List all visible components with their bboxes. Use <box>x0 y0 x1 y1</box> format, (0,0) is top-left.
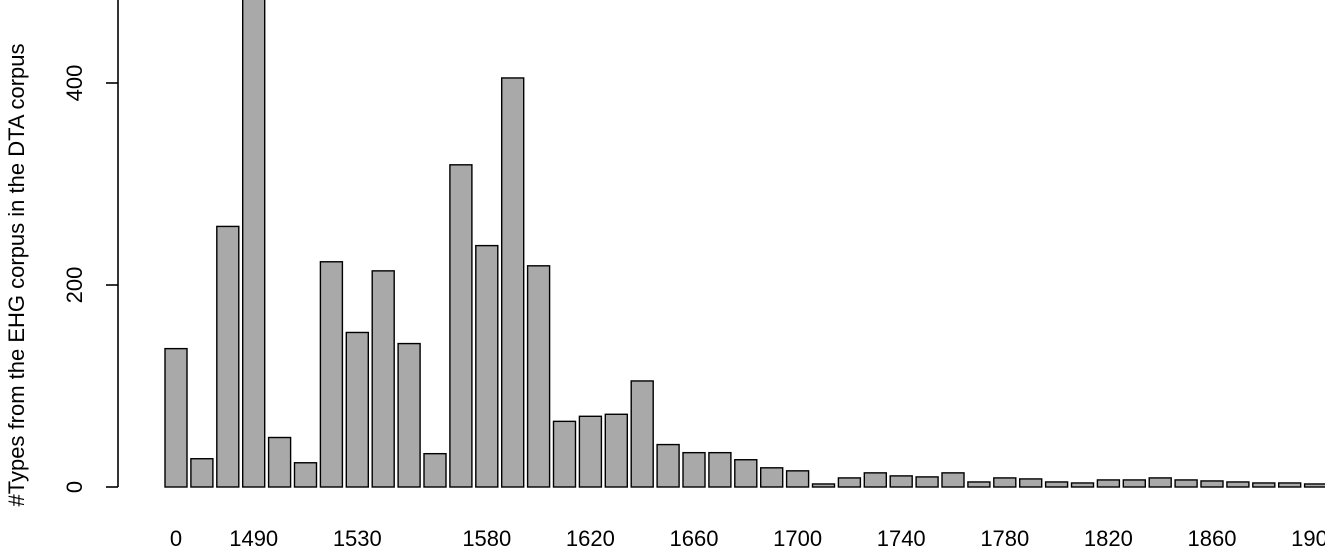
y-axis: 0200400600800 <box>62 0 119 493</box>
bar-1850 <box>1174 479 1198 488</box>
bar-1800 <box>1044 481 1069 488</box>
bar-1500 <box>267 436 292 488</box>
bar-1840 <box>1148 477 1172 488</box>
x-tick-label: 1860 <box>1188 526 1237 551</box>
bar-1790 <box>1019 478 1043 488</box>
x-tick-label: 1780 <box>980 526 1029 551</box>
bar-1540 <box>371 270 395 488</box>
x-tick-label: 1490 <box>229 526 278 551</box>
bar-1490 <box>241 0 266 488</box>
bar-1590 <box>501 77 525 488</box>
bar-1750 <box>915 476 939 488</box>
bar-1860 <box>1200 480 1224 488</box>
y-axis-title: #Types from the EHG corpus in the DTA co… <box>4 43 29 506</box>
bar-1700 <box>785 470 810 488</box>
bar-1890 <box>1277 482 1302 488</box>
x-axis-labels: 0 1490 1530 1580 1620 1660 1700 1740 1780 1820 186… <box>170 526 1325 551</box>
bar-1470 <box>190 458 214 488</box>
bar-1630 <box>604 413 628 488</box>
bar-1530 <box>345 331 369 488</box>
bar-1770 <box>967 481 991 488</box>
bar-1710 <box>811 483 836 488</box>
bar-1670 <box>708 451 732 488</box>
bar-1720 <box>837 477 862 488</box>
bar-1550 <box>397 342 421 488</box>
x-tick-label: 1660 <box>670 526 719 551</box>
bar-1580 <box>475 244 499 488</box>
bar-1870 <box>1226 481 1250 488</box>
bar-1570 <box>449 164 473 488</box>
x-tick-label: 1620 <box>566 526 615 551</box>
bar-1620 <box>578 415 603 488</box>
bar-1520 <box>319 261 344 488</box>
bar-1760 <box>941 472 965 488</box>
bar-1690 <box>760 467 784 488</box>
bars <box>164 0 1325 488</box>
y-tick-label: 400 <box>62 65 87 102</box>
bar-1610 <box>552 420 577 488</box>
bar-1810 <box>1070 482 1095 488</box>
bar-0 <box>164 347 188 488</box>
bar-1820 <box>1096 479 1121 488</box>
bar-1650 <box>656 443 680 488</box>
bar-1680 <box>734 459 758 488</box>
bar-1880 <box>1252 482 1276 488</box>
x-tick-label: 1820 <box>1084 526 1133 551</box>
x-tick-label: 1580 <box>462 526 511 551</box>
bar-1900 <box>1303 483 1325 488</box>
x-tick-label: 1700 <box>773 526 822 551</box>
bar-1730 <box>863 472 887 488</box>
x-tick-label: 1740 <box>877 526 926 551</box>
bar-1600 <box>526 265 551 488</box>
bar-1510 <box>293 462 318 488</box>
bar-1830 <box>1122 479 1147 488</box>
bar-1640 <box>630 380 654 488</box>
bar-1740 <box>889 475 913 488</box>
x-tick-label: 1900 <box>1291 526 1325 551</box>
bar-1660 <box>682 451 706 488</box>
y-tick-label: 0 <box>62 481 87 493</box>
bar-1780 <box>993 477 1017 488</box>
bar-1480 <box>216 225 240 488</box>
x-tick-label: 0 <box>170 526 182 551</box>
bar-1560 <box>423 452 447 488</box>
y-tick-label: 200 <box>62 267 87 304</box>
x-tick-label: 1530 <box>333 526 382 551</box>
